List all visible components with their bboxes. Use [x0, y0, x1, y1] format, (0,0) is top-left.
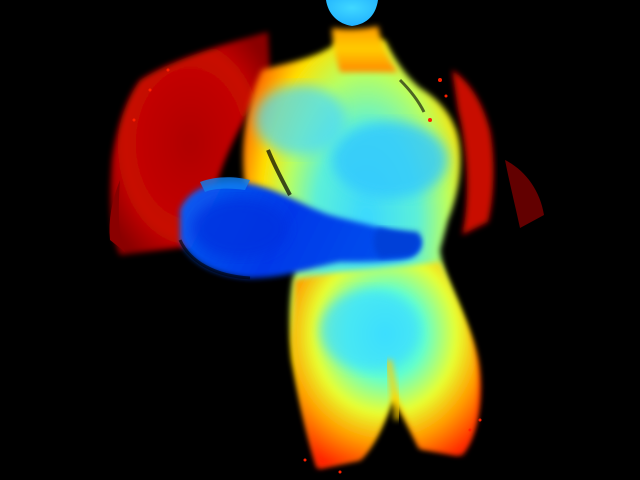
crossed-arms — [180, 177, 422, 278]
legs — [292, 262, 479, 468]
neck — [332, 26, 398, 72]
far-background-right — [452, 70, 544, 235]
far-background-left — [109, 32, 270, 255]
edge-noise — [132, 68, 482, 474]
head — [326, 0, 378, 26]
occlusion-edges — [178, 78, 426, 280]
